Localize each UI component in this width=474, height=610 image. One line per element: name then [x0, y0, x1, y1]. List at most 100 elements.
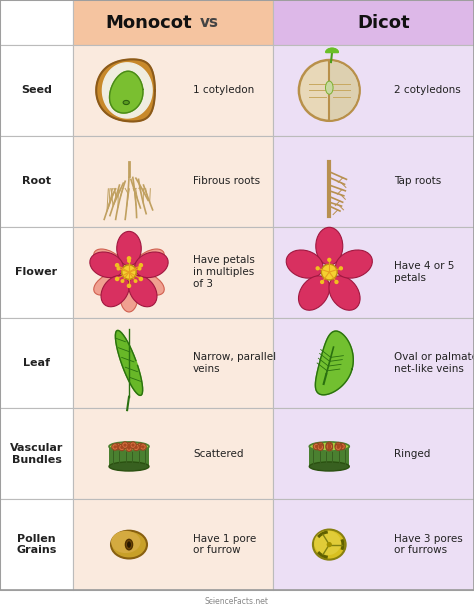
Ellipse shape — [135, 273, 164, 295]
Ellipse shape — [117, 231, 141, 266]
Circle shape — [128, 444, 131, 447]
Circle shape — [299, 60, 360, 121]
FancyBboxPatch shape — [310, 447, 349, 467]
Circle shape — [126, 442, 132, 449]
Bar — [73, 0, 273, 45]
Circle shape — [326, 443, 333, 450]
Circle shape — [326, 444, 333, 451]
Circle shape — [327, 257, 331, 262]
Circle shape — [317, 444, 324, 451]
Ellipse shape — [127, 541, 131, 548]
Circle shape — [120, 446, 123, 449]
Ellipse shape — [128, 276, 157, 307]
Ellipse shape — [111, 531, 140, 553]
Text: Have 1 pore
or furrow: Have 1 pore or furrow — [193, 534, 256, 555]
Ellipse shape — [299, 276, 329, 310]
Polygon shape — [326, 48, 338, 52]
Circle shape — [138, 445, 142, 448]
Circle shape — [131, 443, 135, 447]
Circle shape — [328, 445, 331, 448]
Circle shape — [337, 446, 340, 449]
Polygon shape — [315, 331, 353, 395]
Circle shape — [138, 277, 143, 281]
Text: Fibrous roots: Fibrous roots — [193, 176, 260, 186]
Text: vs: vs — [200, 15, 219, 30]
Circle shape — [123, 443, 127, 447]
Bar — [73, 227, 273, 317]
Polygon shape — [109, 71, 143, 113]
Circle shape — [137, 267, 142, 271]
Circle shape — [115, 263, 119, 268]
Circle shape — [122, 265, 136, 279]
Ellipse shape — [314, 531, 341, 555]
Text: 1 cotyledon: 1 cotyledon — [193, 85, 254, 95]
Circle shape — [137, 443, 144, 450]
Bar — [273, 499, 474, 590]
Text: Leaf: Leaf — [23, 358, 50, 368]
Ellipse shape — [135, 249, 164, 271]
Circle shape — [334, 280, 338, 284]
Ellipse shape — [326, 81, 333, 94]
Circle shape — [118, 444, 125, 451]
Circle shape — [140, 443, 146, 450]
Circle shape — [127, 256, 131, 260]
Circle shape — [115, 277, 119, 281]
Bar — [73, 317, 273, 408]
Circle shape — [328, 446, 331, 449]
Circle shape — [120, 279, 125, 283]
Bar — [73, 136, 273, 227]
Text: Have petals
in multiples
of 3: Have petals in multiples of 3 — [193, 256, 255, 289]
Text: Flower: Flower — [16, 267, 57, 277]
Circle shape — [130, 442, 136, 448]
Circle shape — [328, 443, 331, 447]
Circle shape — [319, 444, 322, 447]
Text: ScienceFacts.net: ScienceFacts.net — [205, 597, 269, 606]
Ellipse shape — [109, 442, 149, 451]
Text: Vascular
Bundles: Vascular Bundles — [10, 443, 63, 465]
Text: Tap roots: Tap roots — [393, 176, 441, 186]
Text: Ringed: Ringed — [393, 449, 430, 459]
Text: 2 cotyledons: 2 cotyledons — [393, 85, 460, 95]
Ellipse shape — [120, 232, 138, 265]
Bar — [273, 408, 474, 499]
Circle shape — [313, 443, 320, 450]
Polygon shape — [115, 331, 143, 395]
Bar — [273, 136, 474, 227]
Circle shape — [138, 263, 143, 268]
Circle shape — [319, 446, 322, 449]
Text: Scattered: Scattered — [193, 449, 244, 459]
Ellipse shape — [90, 252, 123, 278]
Bar — [273, 317, 474, 408]
Bar — [0, 0, 73, 45]
Text: Root: Root — [22, 176, 51, 186]
Ellipse shape — [286, 250, 323, 278]
Circle shape — [126, 445, 132, 451]
Bar — [73, 45, 273, 136]
Circle shape — [339, 443, 346, 450]
Bar — [0, 317, 73, 408]
Ellipse shape — [111, 531, 147, 559]
Ellipse shape — [94, 273, 123, 295]
Circle shape — [141, 445, 145, 448]
Circle shape — [337, 444, 340, 447]
Text: Monocot: Monocot — [106, 13, 192, 32]
Text: Narrow, parallel
veins: Narrow, parallel veins — [193, 352, 276, 374]
Bar — [0, 227, 73, 317]
Ellipse shape — [329, 276, 360, 310]
Ellipse shape — [336, 250, 373, 278]
Circle shape — [316, 266, 320, 270]
Text: Have 3 pores
or furrows: Have 3 pores or furrows — [393, 534, 462, 555]
Circle shape — [112, 443, 118, 450]
Ellipse shape — [135, 252, 168, 278]
Bar — [0, 45, 73, 136]
Ellipse shape — [310, 442, 349, 451]
Circle shape — [340, 445, 344, 448]
Circle shape — [134, 279, 137, 283]
Ellipse shape — [310, 462, 349, 471]
Circle shape — [128, 447, 131, 450]
Circle shape — [327, 542, 332, 547]
Text: Pollen
Grains: Pollen Grains — [16, 534, 57, 555]
Polygon shape — [102, 63, 152, 118]
Ellipse shape — [316, 228, 343, 265]
Circle shape — [122, 442, 128, 448]
